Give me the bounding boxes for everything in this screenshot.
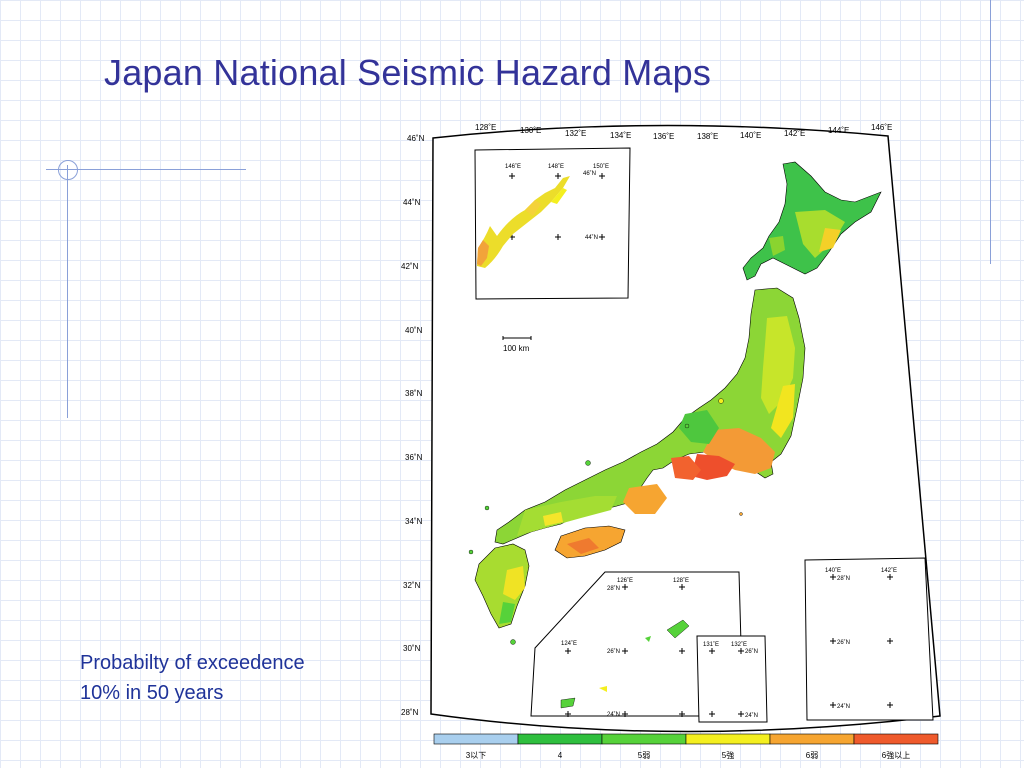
legend-label: 5強 (722, 750, 734, 760)
legend-label: 6強以上 (882, 750, 910, 760)
caption-line-1: Probabilty of exceedence (80, 652, 305, 674)
lon-label: 130˚E (520, 126, 541, 135)
caption-line-2: 10% in 50 years (80, 682, 224, 704)
inset-kuril (474, 147, 631, 300)
inset-daito (696, 635, 768, 723)
legend-label: 4 (558, 751, 563, 760)
kuril-islands (477, 176, 570, 268)
inset-lat-label: 44˚N (585, 234, 598, 241)
legend-swatch (853, 733, 939, 745)
inset-lon-label: 132˚E (731, 641, 747, 648)
inset-lat-label: 24˚N (607, 711, 620, 718)
lon-label: 146˚E (871, 123, 892, 132)
lon-label: 136˚E (653, 132, 674, 141)
lon-label: 140˚E (740, 131, 761, 140)
decorative-right-line (990, 0, 991, 264)
inset-lon-label: 148˚E (548, 163, 564, 170)
legend-swatch (685, 733, 771, 745)
lat-label: 42˚N (401, 262, 419, 271)
inset-lon-label: 150˚E (593, 163, 609, 170)
inset-lat-label: 28˚N (837, 575, 850, 582)
inset-lat-label: 26˚N (745, 648, 758, 655)
inset-lat-label: 46˚N (583, 170, 596, 177)
inset-lat-label: 28˚N (607, 585, 620, 592)
lon-label: 132˚E (565, 129, 586, 138)
lat-label: 40˚N (405, 326, 423, 335)
inset-lat-label: 24˚N (837, 703, 850, 710)
legend-swatch (769, 733, 855, 745)
inset-lon-label: 142˚E (881, 567, 897, 574)
legend-label: 5弱 (638, 751, 650, 760)
decorative-vertical-line (67, 165, 68, 418)
inset-lon-label: 131˚E (703, 641, 719, 648)
inset-lon-label: 126˚E (617, 577, 633, 584)
legend-label: 3以下 (466, 751, 486, 760)
lat-label: 34˚N (405, 517, 423, 526)
inset-ryukyu (530, 571, 744, 717)
inset-lon-label: 124˚E (561, 640, 577, 647)
kyushu (474, 543, 530, 629)
legend-bar (433, 733, 939, 745)
inset-lon-label: 128˚E (673, 577, 689, 584)
seismic-hazard-map: 128˚E 130˚E 132˚E 134˚E 136˚E 138˚E 140˚… (385, 118, 965, 768)
latitude-labels: 46˚N 44˚N 42˚N 40˚N 38˚N 36˚N 34˚N 32˚N … (401, 134, 425, 717)
lon-label: 142˚E (784, 129, 805, 138)
decorative-circle (58, 160, 78, 180)
lon-label: 144˚E (828, 126, 849, 135)
longitude-labels: 128˚E 130˚E 132˚E 134˚E 136˚E 138˚E 140˚… (475, 123, 892, 141)
scale-label: 100 km (503, 344, 530, 353)
lat-label: 44˚N (403, 198, 421, 207)
lon-label: 128˚E (475, 123, 496, 132)
inset-ogasawara (804, 557, 934, 721)
inset-lat-label: 26˚N (607, 648, 620, 655)
decorative-horizontal-line (46, 169, 246, 170)
inset-lon-label: 140˚E (825, 567, 841, 574)
legend-labels: 3以下 4 5弱 5強 6弱 6強以上 (466, 750, 910, 760)
lat-label: 38˚N (405, 389, 423, 398)
inset-lat-label: 26˚N (837, 639, 850, 646)
lat-label: 32˚N (403, 581, 421, 590)
inset-lon-label: 146˚E (505, 163, 521, 170)
slide-title: Japan National Seismic Hazard Maps (104, 52, 712, 93)
lat-label: 30˚N (403, 644, 421, 653)
inset-lat-label: 24˚N (745, 712, 758, 719)
lat-label: 28˚N (401, 708, 419, 717)
lat-label: 46˚N (407, 134, 425, 143)
lon-label: 134˚E (610, 131, 631, 140)
legend-label: 6弱 (806, 751, 818, 760)
caption: Probabilty of exceedence 10% in 50 years (80, 648, 380, 708)
lon-label: 138˚E (697, 132, 718, 141)
lat-label: 36˚N (405, 453, 423, 462)
legend-swatch (517, 733, 603, 745)
legend-swatch (433, 733, 519, 745)
legend-swatch (601, 733, 687, 745)
